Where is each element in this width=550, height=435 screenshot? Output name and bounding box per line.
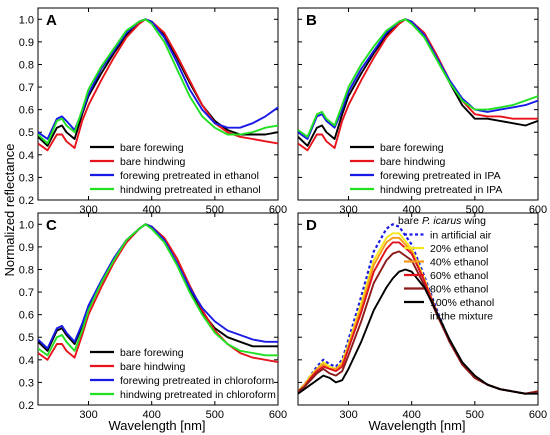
legend-entry-extra-d: in the mixture — [430, 311, 493, 323]
legend-entry-b: forewing pretreated in IPA — [380, 170, 501, 182]
panel-d: 300 400 500 600 D bare P. icarus wing in artif… — [297, 212, 547, 421]
y-tick-label-c: 0.7 — [19, 287, 34, 299]
panel-c: 300 400 500 600 0.2 0.3 0.4 0.5 0.6 0.7 0.8 0.9 1.0 C… — [19, 212, 287, 421]
legend-entry-d: 100% ethanol — [430, 297, 494, 309]
y-tick-label-a: 0.4 — [19, 150, 34, 162]
series-line-b-3 — [298, 18, 538, 138]
y-tick-label-c: 0.8 — [19, 264, 34, 276]
x-axis-label-left: Wavelength [nm] — [108, 418, 205, 433]
y-tick-label-c: 1.0 — [19, 219, 34, 231]
legend-entry-d: in artificial air — [430, 230, 492, 242]
x-tick-label-c: 400 — [143, 409, 161, 421]
plot-frame-d — [297, 212, 539, 406]
legend-entry-d: 20% ethanol — [430, 243, 488, 255]
plot-frame-b — [297, 7, 539, 201]
legend-entry-b: bare hindwing — [380, 156, 446, 168]
series-line-b-1 — [298, 18, 538, 152]
y-tick-label-a: 1.0 — [19, 14, 34, 26]
legend-a: bare forewing bare hindwing forewing pretr… — [90, 142, 261, 196]
series-line-c-2 — [38, 223, 278, 350]
y-tick-label-a: 0.8 — [19, 59, 34, 71]
legend-entry-a: bare hindwing — [120, 156, 186, 168]
series-line-d-4 — [298, 250, 538, 395]
x-tick-label-d: 600 — [529, 409, 547, 421]
y-tick-label-a: 0.7 — [19, 82, 34, 94]
x-tick-label-d: 300 — [339, 409, 357, 421]
y-tick-label-a: 0.5 — [19, 127, 34, 139]
panel-label-d: D — [306, 217, 317, 234]
legend-entry-c: forewing pretreated in chloroform — [120, 375, 274, 387]
series-line-c-0 — [38, 223, 278, 352]
legend-entry-c: hindwing pretreated in chloroform — [120, 389, 276, 401]
x-tick-label-c: 500 — [206, 409, 224, 421]
legend-entry-d: 80% ethanol — [430, 284, 488, 296]
y-tick-label-c: 0.5 — [19, 332, 34, 344]
panel-label-c: C — [46, 217, 57, 234]
y-tick-label-a: 0.9 — [19, 37, 34, 49]
legend-entry-a: hindwing pretreated in ethanol — [120, 184, 261, 196]
legend-entry-b: hindwing pretreated in IPA — [380, 184, 502, 196]
legend-d: bare P. icarus wing in artificial air20% … — [398, 215, 494, 323]
panel-label-b: B — [306, 12, 317, 29]
y-tick-label-c: 0.2 — [19, 400, 34, 412]
legend-entry-c: bare hindwing — [120, 361, 186, 373]
x-tick-label-c: 300 — [79, 409, 97, 421]
legend-c: bare forewing bare hindwing forewing pretr… — [90, 347, 276, 401]
series-line-a-2 — [38, 18, 278, 140]
y-tick-label-a: 0.3 — [19, 172, 34, 184]
y-tick-label-c: 0.9 — [19, 242, 34, 254]
x-tick-label-c: 600 — [269, 409, 287, 421]
legend-entry-b: bare forewing — [380, 142, 444, 154]
x-tick-label-d: 400 — [403, 409, 421, 421]
legend-entry-a: bare forewing — [120, 142, 184, 154]
plot-frame-a — [37, 7, 279, 201]
legend-entry-d: 40% ethanol — [430, 257, 488, 269]
panel-label-a: A — [46, 12, 57, 29]
series-line-a-1 — [38, 18, 278, 152]
series-line-d-5 — [298, 268, 538, 395]
y-tick-label-c: 0.6 — [19, 310, 34, 322]
legend-b: bare forewing bare hindwing forewing pretr… — [350, 142, 502, 196]
legend-entry-a: forewing pretreated in ethanol — [120, 170, 259, 182]
y-tick-label-c: 0.3 — [19, 377, 34, 389]
legend-title-d: bare P. icarus wing — [398, 215, 486, 227]
y-tick-label-a: 0.6 — [19, 105, 34, 117]
plot-frame-c — [37, 212, 279, 406]
legend-entry-c: bare forewing — [120, 347, 184, 359]
series-line-c-3 — [38, 223, 278, 357]
x-tick-label-d: 500 — [466, 409, 484, 421]
y-tick-label-c: 0.4 — [19, 355, 34, 367]
series-line-a-3 — [38, 18, 278, 145]
legend-entry-d: 60% ethanol — [430, 270, 488, 282]
y-tick-label-a: 0.2 — [19, 195, 34, 207]
x-axis-label-right: Wavelength [nm] — [368, 418, 465, 433]
y-axis-label: Normalized reflectance — [2, 144, 17, 277]
series-line-d-3 — [298, 241, 538, 395]
